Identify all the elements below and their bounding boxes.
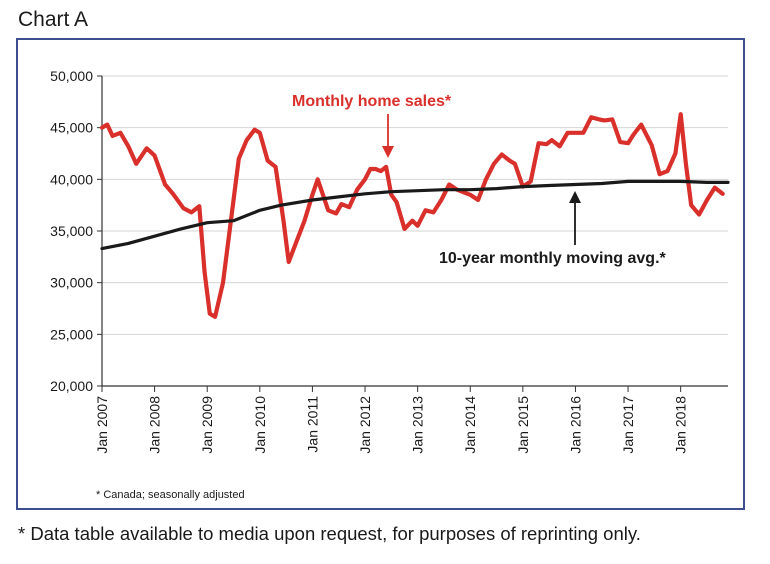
chart-note: * Canada; seasonally adjusted [96, 489, 245, 501]
x-tick-label: Jan 2016 [567, 396, 583, 454]
axes: 20,000 25,000 30,000 35,000 40,000 45,000 50,0… [50, 68, 728, 454]
annotation-avg-label: 10-year monthly moving avg.* [439, 250, 667, 267]
x-tick-label: Jan 2015 [515, 396, 531, 454]
x-tick-label: Jan 2013 [410, 396, 426, 454]
y-tick-label: 40,000 [50, 171, 93, 187]
series [99, 112, 730, 319]
x-tick-label: Jan 2008 [147, 396, 163, 454]
annotation-sales-arrow-head [382, 146, 394, 158]
x-tick-label: Jan 2011 [304, 396, 320, 453]
y-tick-label: 45,000 [50, 120, 93, 136]
grid [102, 75, 728, 335]
annotation-avg-arrow-head [569, 191, 581, 203]
y-tick-label: 30,000 [50, 275, 93, 291]
x-tick-label: Jan 2012 [357, 396, 373, 454]
x-tick-label: Jan 2009 [199, 396, 215, 454]
y-tick-label: 50,000 [50, 68, 93, 84]
footer-note: * Data table available to media upon req… [18, 523, 641, 544]
x-tick-label: Jan 2010 [252, 396, 268, 454]
x-tick-label: Jan 2014 [462, 396, 478, 454]
series-line-monthly-home-sales [99, 112, 725, 319]
chart-label: Chart A [18, 8, 89, 31]
y-tick-label: 20,000 [50, 378, 93, 394]
y-tick-label: 25,000 [50, 326, 93, 342]
line-chart: 20,000 25,000 30,000 35,000 40,000 45,000 50,0… [50, 68, 730, 501]
series-line-moving-average [100, 179, 730, 251]
chart-frame: 20,000 25,000 30,000 35,000 40,000 45,000 50,0… [16, 38, 745, 510]
x-tick-label: Jan 2007 [94, 396, 110, 454]
x-tick-label: Jan 2018 [673, 396, 689, 454]
y-tick-label: 35,000 [50, 223, 93, 239]
x-tick-label: Jan 2017 [620, 396, 636, 454]
annotation-sales-label: Monthly home sales* [292, 93, 452, 110]
annotations: Monthly home sales* 10-year monthly movi… [96, 93, 667, 501]
